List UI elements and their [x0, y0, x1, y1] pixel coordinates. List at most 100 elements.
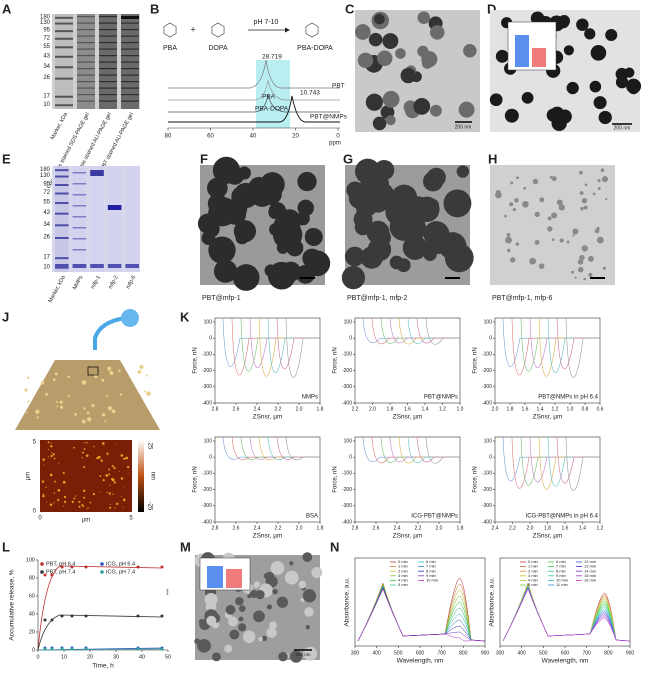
particle [463, 43, 477, 58]
particle [376, 50, 393, 67]
particle [83, 448, 86, 450]
particle [100, 562, 104, 566]
curve [267, 317, 320, 373]
particle [238, 623, 247, 632]
label: ZSnsr, µm [253, 414, 283, 421]
particle [47, 456, 49, 458]
particle [93, 373, 98, 379]
particle [402, 235, 428, 260]
tick-label: -400 [482, 519, 492, 525]
band [90, 170, 104, 176]
particle [89, 501, 92, 504]
particle [62, 471, 65, 475]
marker-label: 43 [43, 53, 50, 59]
band [72, 249, 87, 251]
marker-label: 17 [43, 255, 50, 261]
particle [43, 647, 47, 651]
tick-label: 2.6 [373, 525, 380, 531]
particle [489, 93, 503, 107]
tick-label: 1.8 [507, 406, 514, 412]
particle [624, 67, 635, 78]
label: µm [26, 472, 32, 480]
marker-label: 130 [40, 20, 51, 26]
particle [426, 198, 439, 212]
curve [222, 317, 320, 367]
particle [534, 239, 540, 245]
label: PBT, pH 7.4 [46, 569, 75, 575]
tick-label: -200 [482, 368, 492, 374]
particle [57, 488, 61, 492]
tick-label: -100 [482, 352, 492, 358]
curve [362, 436, 460, 462]
band [125, 264, 139, 268]
curve [380, 317, 460, 344]
particle [266, 627, 277, 638]
particle [374, 13, 385, 25]
band [121, 68, 139, 70]
tick-label: 0 [32, 647, 35, 653]
band [55, 257, 69, 260]
curve [37, 614, 163, 651]
band [99, 35, 117, 37]
particle [302, 589, 317, 603]
curve [389, 317, 460, 344]
tick-label: 400 [517, 650, 526, 656]
particle [515, 242, 520, 246]
particle [529, 257, 537, 265]
particle [74, 412, 77, 416]
curve [520, 436, 600, 486]
particle [232, 264, 260, 291]
particle [264, 264, 277, 277]
label: Force, nN [193, 466, 199, 492]
label: ZSnsr, µm [393, 533, 423, 540]
plot-frame [494, 317, 601, 404]
tick-label: -300 [342, 503, 352, 509]
particle [522, 200, 529, 208]
particle [118, 470, 120, 472]
band [77, 81, 95, 83]
particle [102, 478, 105, 482]
particle [304, 250, 331, 277]
particle [278, 651, 288, 662]
particle [160, 647, 164, 651]
probe [93, 316, 126, 350]
particle [598, 110, 612, 125]
label: 5 [129, 516, 133, 522]
particle [547, 226, 553, 232]
tick-label: 2.2 [275, 406, 282, 412]
particle [49, 473, 53, 477]
band [99, 42, 117, 44]
particle [56, 401, 59, 404]
particle [109, 370, 114, 376]
curve [276, 436, 320, 460]
particle [534, 211, 540, 218]
tick-label: 100 [204, 319, 213, 325]
particle [50, 454, 53, 458]
label: PBT@NMPs [424, 395, 458, 401]
lane-label: Marker, kDa [48, 274, 68, 304]
curve [371, 317, 460, 345]
particle [577, 259, 584, 265]
particle [509, 202, 514, 207]
particle [430, 104, 442, 117]
particle [81, 504, 84, 507]
particle [112, 493, 114, 495]
band [107, 205, 122, 210]
tick-label: 500 [539, 650, 548, 656]
tick-label: 2.0 [369, 406, 376, 412]
particle [84, 565, 88, 569]
curve [416, 436, 460, 463]
particle [35, 409, 40, 414]
label: 8 min [556, 568, 566, 573]
particle [458, 101, 475, 118]
inset-bar [532, 48, 546, 67]
particle [304, 607, 314, 617]
tick-label: -200 [342, 368, 352, 374]
particle [290, 650, 303, 663]
lane [125, 166, 139, 272]
panel-letter: A [2, 1, 12, 16]
band [121, 55, 139, 57]
particle [42, 494, 45, 498]
particle [395, 48, 406, 59]
tick-label: 1.8 [317, 525, 324, 531]
